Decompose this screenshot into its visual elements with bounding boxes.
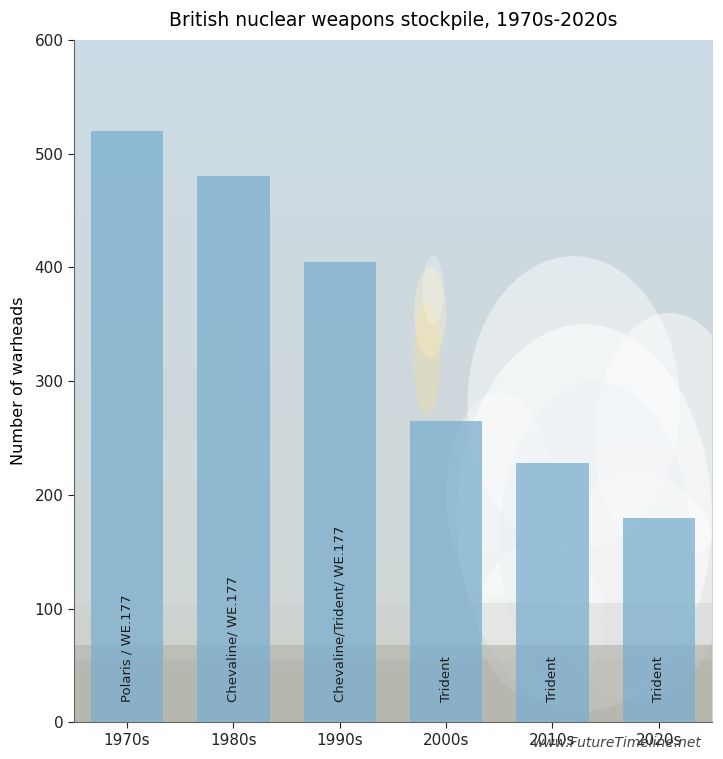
Text: Trident: Trident (546, 656, 559, 702)
Ellipse shape (499, 381, 690, 700)
Text: Trident: Trident (440, 656, 453, 702)
Title: British nuclear weapons stockpile, 1970s-2020s: British nuclear weapons stockpile, 1970s… (168, 11, 617, 30)
Ellipse shape (467, 256, 680, 552)
Bar (304, 262, 376, 723)
Ellipse shape (414, 267, 446, 358)
Text: www.FutureTimeline.net: www.FutureTimeline.net (532, 736, 701, 750)
FancyBboxPatch shape (74, 645, 712, 723)
Ellipse shape (595, 313, 723, 563)
Text: Chevaline/Trident/ WE.177: Chevaline/Trident/ WE.177 (333, 526, 346, 702)
Bar (623, 518, 695, 723)
Bar (91, 131, 163, 723)
Bar (516, 463, 589, 723)
Ellipse shape (414, 301, 440, 415)
Ellipse shape (552, 472, 722, 700)
Text: Polaris / WE.177: Polaris / WE.177 (121, 594, 134, 702)
Ellipse shape (457, 324, 712, 711)
Bar (197, 177, 270, 723)
Text: Chevaline/ WE.177: Chevaline/ WE.177 (227, 576, 240, 702)
Y-axis label: Number of warheads: Number of warheads (11, 297, 26, 465)
Text: Trident: Trident (652, 656, 665, 702)
Bar (410, 421, 482, 723)
FancyBboxPatch shape (74, 603, 712, 660)
Ellipse shape (423, 256, 444, 324)
Ellipse shape (446, 392, 552, 597)
Ellipse shape (478, 540, 606, 700)
